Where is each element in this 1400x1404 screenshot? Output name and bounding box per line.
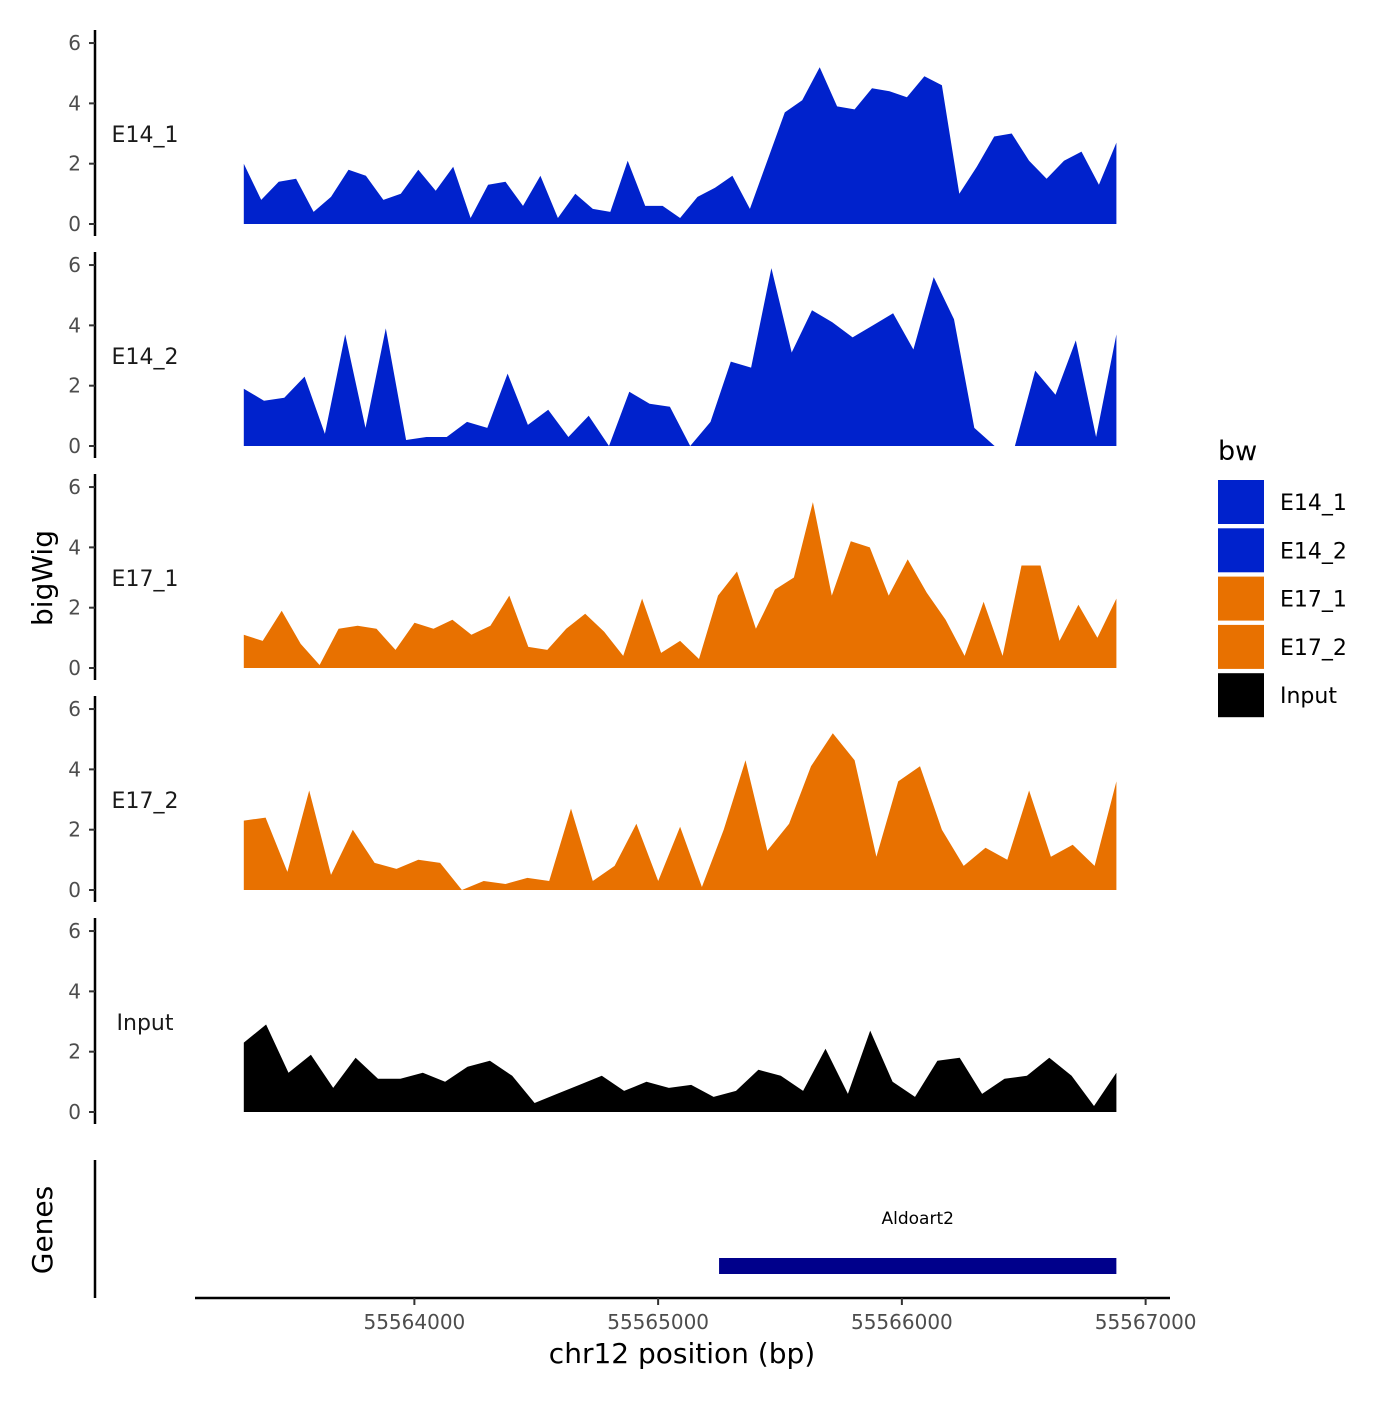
y-tick-label-e14-2-2: 2 [68,374,81,398]
y-tick-label-e17-1-4: 4 [68,535,81,559]
area-input [243,1024,1117,1112]
x-tick-label-55564000: 55564000 [363,1310,465,1334]
y-tick-label-e14-2-4: 4 [68,313,81,337]
track-label-e17-1: E17_1 [112,567,179,592]
legend-label-input: Input [1280,684,1337,709]
y-tick-label-e17-1-2: 2 [68,596,81,620]
y-tick-label-input-2: 2 [68,1040,81,1064]
y-tick-label-input-0: 0 [68,1100,81,1124]
legend-swatch-input [1218,673,1264,718]
y-tick-label-input-6: 6 [68,919,81,943]
area-e17-1 [243,502,1117,668]
x-tick-label-55565000: 55565000 [607,1310,709,1334]
legend-label-e17-2: E17_2 [1280,636,1347,661]
y-tick-label-e14-1-4: 4 [68,91,81,115]
y-tick-label-e14-1-2: 2 [68,152,81,176]
y-axis-title: bigWig [26,530,59,626]
legend-swatch-e14-2 [1218,528,1264,573]
y-tick-label-e17-2-4: 4 [68,757,81,781]
legend-label-e14-1: E14_1 [1280,491,1347,516]
x-tick-label-55566000: 55566000 [851,1310,953,1334]
y-tick-label-e14-2-6: 6 [68,253,81,277]
track-label-e17-2: E17_2 [112,789,179,814]
area-e14-1 [243,67,1117,224]
y-tick-label-e14-2-0: 0 [68,434,81,458]
legend-swatch-e14-1 [1218,480,1264,524]
area-e14-2 [243,268,1117,446]
y-tick-label-e17-1-0: 0 [68,656,81,680]
y-tick-label-e17-2-2: 2 [68,818,81,842]
legend-label-e14-2: E14_2 [1280,539,1347,564]
legend-swatch-e17-2 [1218,624,1264,669]
gene-body-aldoart2 [719,1258,1117,1274]
track-label-input: Input [117,1011,174,1036]
gene-label-aldoart2: Aldoart2 [882,1209,954,1229]
area-e17-2 [243,733,1117,890]
legend-title: bw [1218,436,1257,467]
y-tick-label-input-4: 4 [68,979,81,1003]
legend-label-e17-1: E17_1 [1280,588,1347,613]
y-tick-label-e17-1-6: 6 [68,475,81,499]
legend-swatch-e17-1 [1218,576,1264,621]
track-label-e14-2: E14_2 [112,345,179,370]
y-tick-label-e14-1-6: 6 [68,31,81,55]
y-tick-label-e14-1-0: 0 [68,212,81,236]
y-tick-label-e17-2-6: 6 [68,697,81,721]
x-axis-title: chr12 position (bp) [549,1337,815,1370]
genes-axis-title: Genes [26,1186,59,1274]
y-tick-label-e17-2-0: 0 [68,878,81,902]
x-tick-label-55567000: 55567000 [1095,1310,1197,1334]
track-label-e14-1: E14_1 [112,123,179,148]
